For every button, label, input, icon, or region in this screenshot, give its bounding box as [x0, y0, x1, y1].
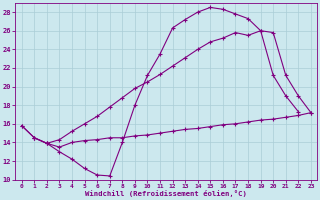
X-axis label: Windchill (Refroidissement éolien,°C): Windchill (Refroidissement éolien,°C) — [85, 190, 247, 197]
